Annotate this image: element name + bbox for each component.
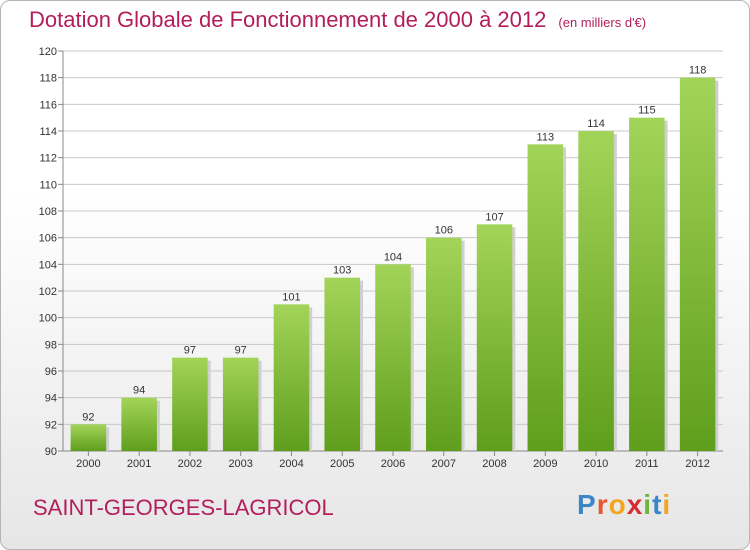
chart-title-main: Dotation Globale de Fonctionnement de 20… [29, 7, 547, 32]
x-tick-label: 2010 [584, 458, 608, 470]
y-tick-label: 98 [45, 339, 57, 351]
bar [476, 224, 513, 451]
data-label: 97 [235, 345, 247, 357]
bar [273, 304, 310, 451]
y-tick-label: 106 [39, 233, 57, 245]
x-tick-label: 2004 [279, 458, 303, 470]
x-tick-label: 2002 [178, 458, 202, 470]
chart-title-unit: (en milliers d'€) [558, 15, 647, 30]
y-tick-label: 116 [39, 99, 57, 111]
data-label: 97 [184, 345, 196, 357]
bar [629, 117, 665, 452]
x-tick-label: 2006 [381, 458, 405, 470]
bar [578, 131, 614, 451]
bar [679, 77, 716, 452]
y-tick-label: 110 [39, 179, 57, 191]
x-tick-label: 2001 [127, 458, 151, 470]
y-tick-label: 90 [45, 446, 57, 458]
x-tick-label: 2012 [685, 458, 709, 470]
data-label: 114 [587, 118, 605, 130]
data-label: 103 [333, 265, 351, 277]
y-tick-label: 120 [39, 46, 57, 58]
y-tick-label: 102 [39, 286, 57, 298]
y-tick-label: 114 [39, 126, 57, 138]
commune-name: SAINT-GEORGES-LAGRICOL [33, 495, 334, 520]
x-tick-label: 2005 [330, 458, 354, 470]
logo-letter: i [662, 489, 672, 520]
logo-letter: o [608, 489, 627, 520]
bar [527, 144, 564, 452]
data-label: 113 [537, 131, 555, 143]
x-tick-label: 2009 [533, 458, 557, 470]
logo-letter: i [643, 489, 653, 520]
logo-letter: r [596, 489, 609, 520]
x-tick-label: 2003 [228, 458, 252, 470]
y-tick-label: 94 [45, 393, 57, 405]
y-tick-label: 96 [45, 366, 57, 378]
x-tick-label: 2008 [482, 458, 506, 470]
bar [426, 237, 462, 451]
bar [324, 277, 360, 451]
data-label: 106 [435, 225, 453, 237]
data-label: 101 [282, 291, 300, 303]
bar [70, 424, 107, 451]
logo-letter: t [652, 489, 663, 520]
y-tick-label: 100 [39, 313, 57, 325]
logo-letter: P [577, 489, 597, 520]
data-label: 92 [82, 411, 94, 423]
data-label: 104 [384, 251, 402, 263]
data-label: 118 [689, 65, 707, 77]
proxiti-logo: Proxiti [577, 489, 671, 521]
x-tick-label: 2007 [432, 458, 456, 470]
y-tick-label: 112 [39, 153, 57, 165]
x-tick-label: 2000 [76, 458, 100, 470]
data-label: 115 [638, 105, 656, 117]
bar [375, 264, 411, 451]
y-tick-label: 108 [39, 206, 57, 218]
bar [222, 357, 259, 451]
y-tick-label: 118 [39, 73, 57, 85]
bar [172, 357, 208, 451]
logo-letter: x [626, 489, 644, 520]
x-tick-label: 2011 [635, 458, 659, 470]
data-label: 107 [485, 211, 503, 223]
chart-title: Dotation Globale de Fonctionnement de 20… [29, 7, 646, 33]
bar [121, 397, 157, 451]
y-tick-label: 104 [39, 259, 57, 271]
data-label: 94 [133, 385, 145, 397]
y-tick-label: 92 [45, 419, 57, 431]
